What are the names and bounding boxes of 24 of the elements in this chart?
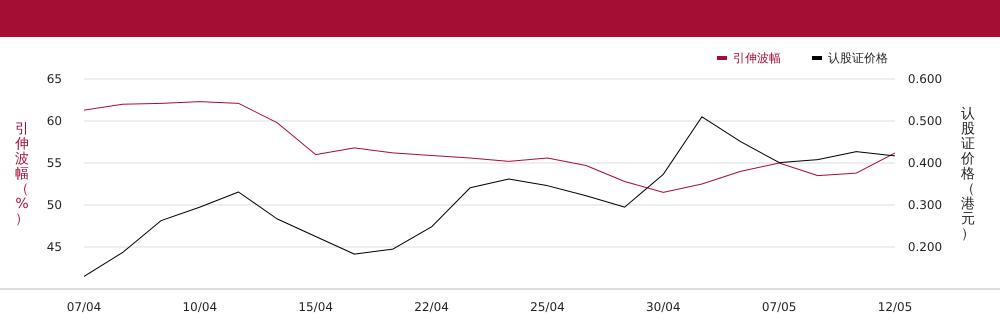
x-tick-label: 22/04 xyxy=(414,300,449,314)
y2-tick-label: 0.300 xyxy=(908,198,942,212)
x-tick-label: 10/04 xyxy=(182,300,218,314)
y-tick-label: 65 xyxy=(46,72,62,86)
y2-tick-label: 0.200 xyxy=(908,240,942,254)
line-series xyxy=(84,116,896,277)
x-tick-label: 25/04 xyxy=(530,300,565,314)
y-axis-title: 引伸波幅（%） xyxy=(14,121,29,227)
y-tick-label: 45 xyxy=(46,240,62,254)
text: 认股证价格（港元） xyxy=(961,106,975,242)
x-tick-label: 07/05 xyxy=(762,300,796,314)
x-tick-label: 07/04 xyxy=(66,300,102,314)
line-series xyxy=(84,101,896,193)
y2-tick-label: 0.600 xyxy=(908,72,942,86)
x-tick-label: 12/05 xyxy=(878,300,912,314)
y-tick-label: 55 xyxy=(46,156,62,170)
legend-label: 引伸波幅 xyxy=(733,51,781,66)
x-tick-label: 30/04 xyxy=(646,300,681,314)
y2-tick-label: 0.400 xyxy=(908,156,942,170)
legend-label: 认股证价格 xyxy=(828,51,888,66)
y-tick-label: 60 xyxy=(46,114,62,128)
y2-tick-label: 0.500 xyxy=(908,114,942,128)
y-tick-label: 50 xyxy=(46,198,62,212)
x-tick-label: 15/04 xyxy=(298,300,334,314)
